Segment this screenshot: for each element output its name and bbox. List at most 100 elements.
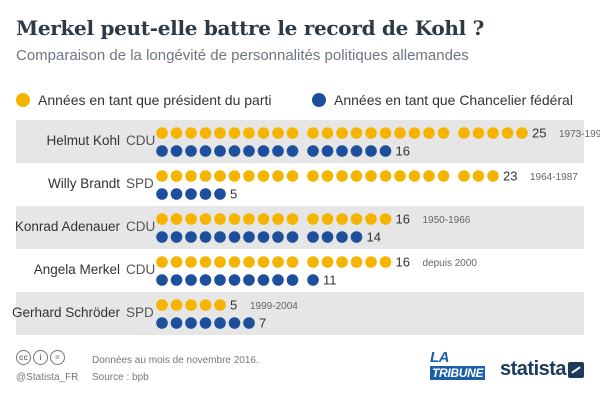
party-year-dot <box>156 170 168 182</box>
party-year-dot <box>321 213 334 225</box>
legend-item-chancellor: Années en tant que Chancelier fédéral <box>312 92 573 108</box>
row-party: SPD <box>126 305 154 320</box>
row-party: CDU <box>126 133 155 148</box>
chancellor-year-dot <box>170 317 183 329</box>
chancellor-year-dot <box>336 231 348 243</box>
party-year-dot <box>185 170 197 182</box>
party-period-label: 1999-2004 <box>250 301 298 312</box>
party-year-dot <box>379 170 392 182</box>
footer-note: Données au mois de novembre 2016. <box>92 355 259 366</box>
legend-swatch-party <box>16 93 30 107</box>
party-year-dot <box>458 127 470 139</box>
chancellor-year-dot <box>286 231 299 243</box>
party-year-dot <box>307 170 319 182</box>
row-band <box>16 292 584 335</box>
party-year-dot <box>321 127 334 139</box>
party-year-dot <box>379 127 392 139</box>
party-period-label: depuis 2000 <box>423 258 478 269</box>
chancellor-year-dot <box>185 145 197 157</box>
party-years-label: 16 <box>396 212 410 227</box>
party-year-dot <box>516 127 528 139</box>
party-year-dot <box>286 127 299 139</box>
chancellor-year-dot <box>228 145 241 157</box>
chancellor-year-dot <box>243 274 255 286</box>
party-year-dot <box>243 256 255 268</box>
chancellor-year-dot <box>199 145 212 157</box>
party-year-dot <box>156 299 168 311</box>
chancellor-year-dot <box>170 188 183 200</box>
party-year-dot <box>272 127 284 139</box>
party-year-dot <box>379 256 392 268</box>
party-year-dot <box>185 256 197 268</box>
party-year-dot <box>321 256 334 268</box>
party-year-dot <box>437 127 450 139</box>
chancellor-year-dot <box>321 231 334 243</box>
party-years-label: 25 <box>532 126 546 141</box>
party-year-dot <box>487 127 499 139</box>
party-year-dot <box>272 256 284 268</box>
chancellor-years-label: 11 <box>323 273 337 288</box>
chancellor-year-dot <box>228 317 241 329</box>
chancellor-year-dot <box>286 145 299 157</box>
footer-source: Source : bpb <box>92 372 149 383</box>
party-year-dot <box>286 170 299 182</box>
chancellor-year-dot <box>156 317 168 329</box>
party-year-dot <box>423 170 435 182</box>
chancellor-year-dot <box>228 274 241 286</box>
chancellor-year-dot <box>214 145 226 157</box>
party-year-dot <box>185 213 197 225</box>
party-year-dot <box>185 127 197 139</box>
chancellor-years-label: 16 <box>396 144 410 159</box>
row-party: CDU <box>126 219 155 234</box>
chancellor-year-dot <box>156 274 168 286</box>
chancellor-year-dot <box>272 274 284 286</box>
chancellor-years-label: 5 <box>230 187 237 202</box>
legend-label-party: Années en tant que président du parti <box>38 92 272 108</box>
chancellor-year-dot <box>321 145 334 157</box>
chancellor-year-dot <box>365 145 377 157</box>
party-year-dot <box>336 170 348 182</box>
la-tribune-logo-tribune: TRIBUNE <box>430 366 486 380</box>
chancellor-year-dot <box>257 231 270 243</box>
attribution-icon: i <box>33 350 48 365</box>
party-year-dot <box>379 213 392 225</box>
chart-subtitle: Comparaison de la longévité de personnal… <box>16 47 469 64</box>
chancellor-year-dot <box>185 317 197 329</box>
license-icons: cc i = <box>16 350 65 365</box>
chancellor-year-dot <box>307 274 319 286</box>
party-period-label: 1973-1998 <box>559 129 600 140</box>
party-year-dot <box>272 213 284 225</box>
chancellor-year-dot <box>199 317 212 329</box>
party-year-dot <box>336 213 348 225</box>
chancellor-year-dot <box>156 188 168 200</box>
party-year-dot <box>423 127 435 139</box>
la-tribune-logo-la: LA <box>430 349 450 366</box>
chancellor-year-dot <box>214 188 226 200</box>
party-year-dot <box>228 213 241 225</box>
party-year-dot <box>408 170 421 182</box>
chancellor-year-dot <box>272 231 284 243</box>
chancellor-year-dot <box>257 145 270 157</box>
legend-swatch-chancellor <box>312 93 326 107</box>
chancellor-year-dot <box>350 231 363 243</box>
no-derivatives-icon: = <box>50 350 65 365</box>
party-year-dot <box>257 213 270 225</box>
row-name: Gerhard Schröder <box>12 305 121 320</box>
chancellor-years-label: 7 <box>259 316 266 331</box>
creative-commons-icon: cc <box>16 350 31 365</box>
chancellor-years-label: 14 <box>367 230 381 245</box>
party-year-dot <box>408 127 421 139</box>
party-year-dot <box>257 170 270 182</box>
party-year-dot <box>170 256 183 268</box>
chancellor-year-dot <box>185 231 197 243</box>
party-period-label: 1964-1987 <box>530 172 578 183</box>
chancellor-year-dot <box>214 317 226 329</box>
chancellor-year-dot <box>243 317 255 329</box>
party-year-dot <box>336 256 348 268</box>
chancellor-year-dot <box>199 231 212 243</box>
party-year-dot <box>170 213 183 225</box>
party-year-dot <box>272 170 284 182</box>
party-year-dot <box>321 170 334 182</box>
party-year-dot <box>365 127 377 139</box>
